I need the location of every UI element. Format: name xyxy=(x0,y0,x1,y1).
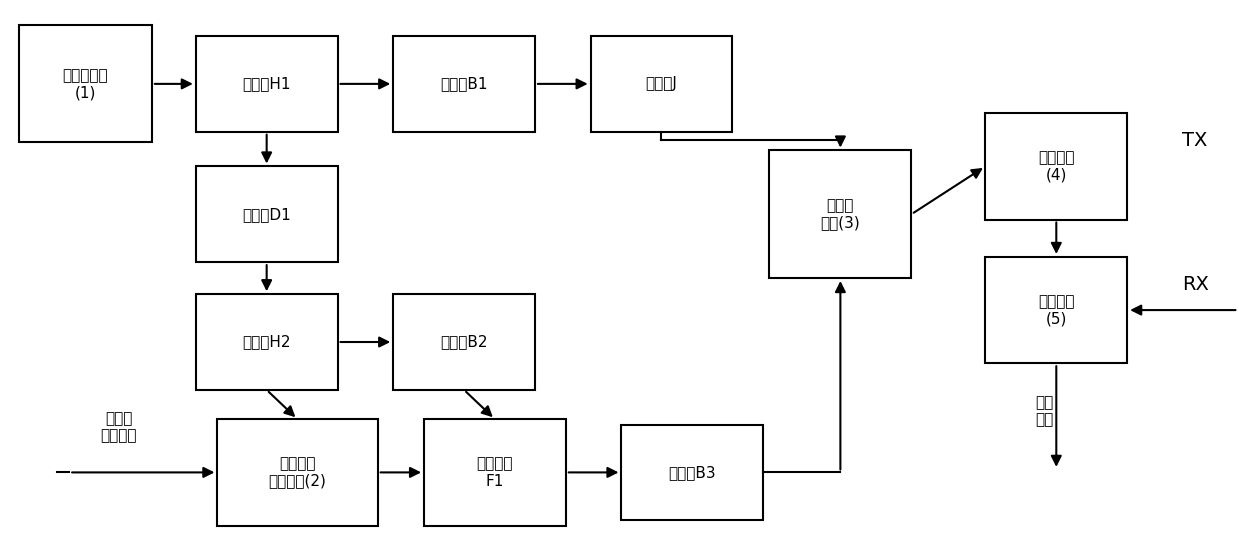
FancyBboxPatch shape xyxy=(769,150,912,278)
FancyBboxPatch shape xyxy=(424,419,566,525)
FancyBboxPatch shape xyxy=(393,36,535,132)
Text: 滤波器B2: 滤波器B2 xyxy=(440,334,488,349)
Text: 分频器D1: 分频器D1 xyxy=(243,207,291,222)
FancyBboxPatch shape xyxy=(985,113,1127,219)
FancyBboxPatch shape xyxy=(985,257,1127,363)
Text: 恒定
差拍: 恒定 差拍 xyxy=(1035,395,1053,427)
Text: 低混频器
F1: 低混频器 F1 xyxy=(477,456,513,488)
FancyBboxPatch shape xyxy=(217,419,378,525)
Text: 发射通道
(4): 发射通道 (4) xyxy=(1038,150,1074,182)
FancyBboxPatch shape xyxy=(196,36,337,132)
FancyBboxPatch shape xyxy=(196,294,337,390)
FancyBboxPatch shape xyxy=(393,294,535,390)
FancyBboxPatch shape xyxy=(591,36,732,132)
FancyBboxPatch shape xyxy=(19,25,152,142)
Text: 功分器H1: 功分器H1 xyxy=(243,77,291,91)
Text: 频综源模块
(1): 频综源模块 (1) xyxy=(62,68,108,100)
Text: 斜坡发器
环路模块(2): 斜坡发器 环路模块(2) xyxy=(269,456,326,488)
Text: 倍频器J: 倍频器J xyxy=(646,77,678,91)
Text: 高混频
模块(3): 高混频 模块(3) xyxy=(820,198,860,231)
Text: 接收通道
(5): 接收通道 (5) xyxy=(1038,294,1074,326)
FancyBboxPatch shape xyxy=(196,166,337,262)
Text: TX: TX xyxy=(1182,132,1208,150)
Text: 滤波器B1: 滤波器B1 xyxy=(440,77,488,91)
Text: 滤波器B3: 滤波器B3 xyxy=(669,465,716,480)
Text: 锯齿波
数字信号: 锯齿波 数字信号 xyxy=(100,411,136,443)
FancyBboxPatch shape xyxy=(622,424,763,521)
Text: 功分器H2: 功分器H2 xyxy=(243,334,291,349)
Text: RX: RX xyxy=(1182,275,1208,294)
